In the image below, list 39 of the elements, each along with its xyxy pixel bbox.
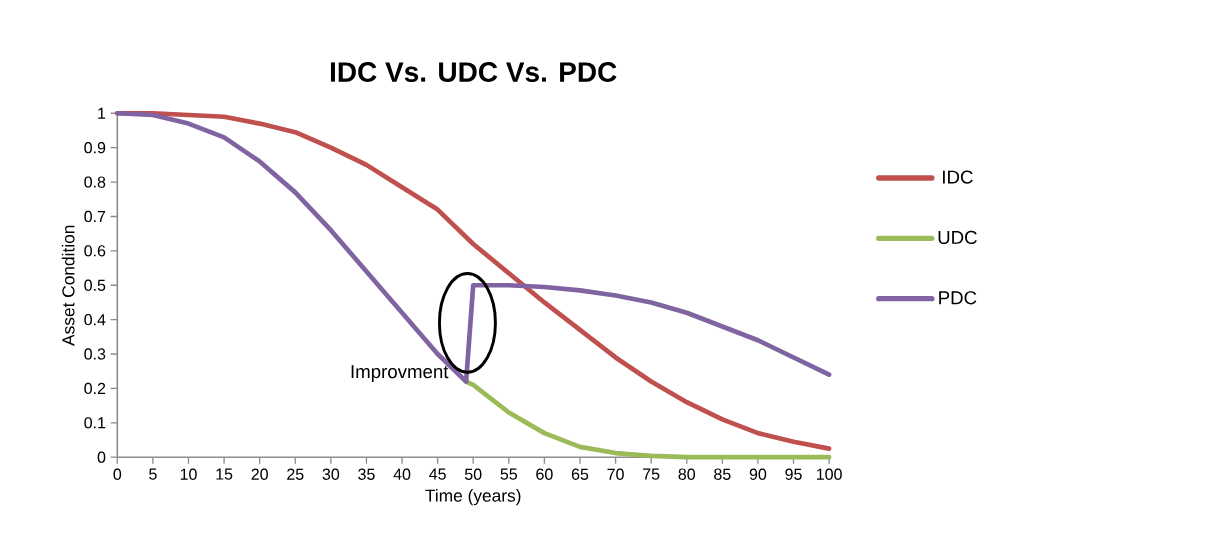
y-tick-label: 0.1 bbox=[84, 417, 106, 429]
x-tick-label: 30 bbox=[322, 468, 340, 480]
legend-label: PDC bbox=[939, 291, 977, 305]
x-tick-label: 70 bbox=[607, 468, 624, 480]
y-tick-label: 0 bbox=[97, 451, 106, 463]
x-tick-label: 15 bbox=[216, 468, 233, 480]
x-tick-label: 80 bbox=[678, 468, 696, 480]
x-tick-label: 35 bbox=[358, 468, 375, 480]
y-tick-label: 0.3 bbox=[84, 348, 106, 360]
legend-label: IDC bbox=[943, 170, 973, 184]
x-tick-label: 40 bbox=[393, 468, 411, 480]
x-tick-label: 5 bbox=[149, 468, 157, 480]
y-tick-label: 0.4 bbox=[84, 314, 106, 326]
x-tick-label: 55 bbox=[500, 468, 518, 480]
y-tick-label: 0.6 bbox=[84, 245, 106, 257]
x-tick-label: 50 bbox=[464, 468, 482, 480]
x-tick-label: 85 bbox=[714, 468, 731, 480]
y-axis-title: Asset Condition bbox=[61, 225, 75, 346]
x-tick-label: 25 bbox=[287, 468, 304, 480]
x-axis-title: Time (years) bbox=[425, 489, 521, 506]
x-tick-label: 45 bbox=[429, 468, 446, 480]
y-tick-label: 0.2 bbox=[84, 382, 106, 395]
x-tick-label: 20 bbox=[251, 468, 268, 480]
x-tick-label: 60 bbox=[536, 468, 553, 480]
x-tick-label: 95 bbox=[785, 468, 802, 480]
x-tick-label: 90 bbox=[749, 468, 767, 480]
x-tick-label: 10 bbox=[180, 468, 197, 480]
x-tick-label: 0 bbox=[113, 468, 122, 480]
y-tick-label: 1 bbox=[98, 107, 106, 119]
y-tick-label: 0.9 bbox=[84, 142, 106, 154]
y-tick-label: 0.7 bbox=[84, 210, 106, 223]
annotation: Improvment bbox=[351, 365, 449, 382]
x-tick-label: 100 bbox=[816, 468, 842, 480]
y-tick-label: 0.5 bbox=[84, 279, 106, 291]
x-tick-label: 65 bbox=[571, 468, 589, 480]
chart-title: IDC Vs. UDC Vs. PDC bbox=[330, 62, 617, 82]
x-tick-label: 75 bbox=[643, 468, 660, 480]
y-tick-label: 0.8 bbox=[84, 176, 106, 188]
legend-label: UDC bbox=[938, 230, 977, 245]
